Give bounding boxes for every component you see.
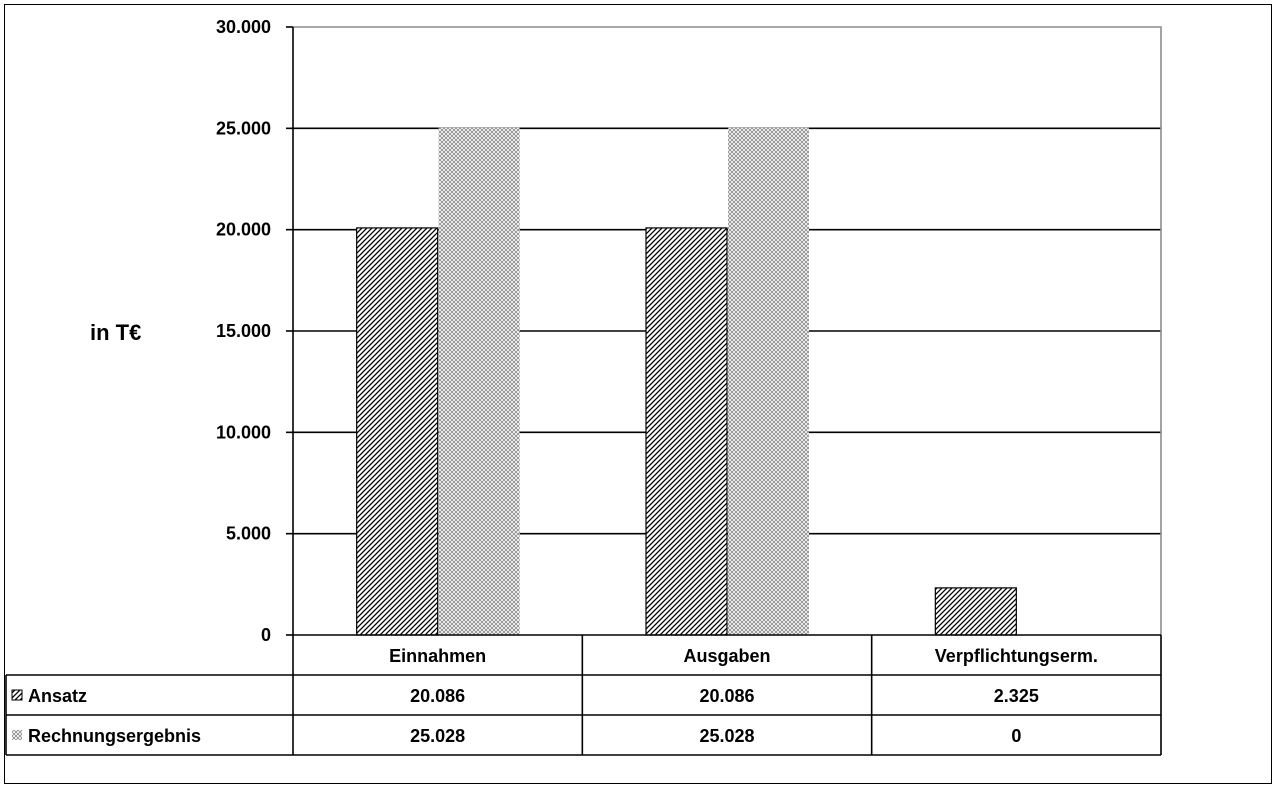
y-tick-label: 10.000	[216, 422, 271, 442]
legend-key-rechnungsergebnis	[12, 730, 22, 740]
chart-frame	[4, 4, 1272, 784]
bar-ansatz-einnahmen	[356, 227, 439, 636]
y-tick-label: 25.000	[216, 118, 271, 138]
y-tick-label: 5.000	[226, 524, 271, 544]
data-label: 25.028	[410, 726, 465, 746]
plot-border-line	[293, 26, 1162, 635]
bar-rechnungsergebnis-ausgaben	[728, 127, 809, 635]
data-label: 25.028	[699, 726, 754, 746]
series-name: Ansatz	[28, 686, 87, 706]
y-tick-label: 0	[261, 625, 271, 645]
category-label: Ausgaben	[683, 646, 770, 666]
bar-ansatz-ausgaben	[645, 227, 728, 636]
y-tick-label: 30.000	[216, 17, 271, 37]
data-table: Einnahmen Ausgaben Verpflichtungserm. Ansat…	[5, 634, 1162, 756]
category-label: Einnahmen	[389, 646, 486, 666]
series-name: Rechnungsergebnis	[28, 726, 201, 746]
bar-rechnungsergebnis-einnahmen	[438, 127, 520, 635]
data-label: 0	[1011, 726, 1021, 746]
category-label: Verpflichtungserm.	[935, 646, 1098, 666]
data-label: 20.086	[410, 686, 465, 706]
data-label: 2.325	[994, 686, 1039, 706]
y-tick-label: 15.000	[216, 321, 271, 341]
y-axis: 0 5.000 10.000 15.000 20.000 25.000 30.000	[216, 17, 294, 645]
y-tick-label: 20.000	[216, 220, 271, 240]
legend-key-ansatz	[11, 689, 23, 701]
y-axis-label: in T€	[90, 320, 141, 345]
plot-area-border	[293, 26, 1162, 635]
bar-ansatz-verpflichtungserm	[934, 587, 1017, 636]
data-label: 20.086	[699, 686, 754, 706]
bars	[356, 127, 1017, 636]
